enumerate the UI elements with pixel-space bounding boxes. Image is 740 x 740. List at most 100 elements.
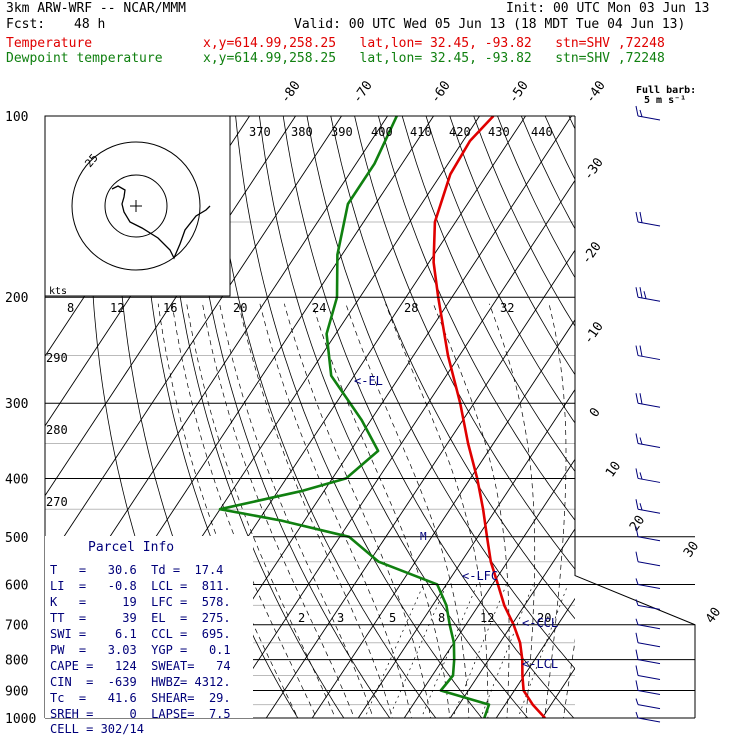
parcel-row: SWI = 6.1 CCL = 695.	[50, 627, 231, 641]
wind-barb	[635, 649, 661, 665]
mixing-ratio-label: 3	[337, 611, 344, 625]
wind-barb	[635, 499, 661, 514]
dry-adiabat	[603, 89, 740, 731]
moist-adiabat	[385, 303, 489, 718]
isotherm	[357, 388, 575, 718]
wind-barb-staff	[637, 642, 661, 648]
dry-adiabat	[377, 116, 575, 521]
dry-adiabat	[425, 116, 575, 424]
wind-barb-staff	[637, 296, 661, 302]
hodograph-ring	[104, 174, 168, 238]
isotherm-label: -30	[581, 155, 607, 183]
theta-label: 370	[249, 125, 271, 139]
dewpoint-station-info: x,y=614.99,258.25 lat,lon= 32.45, -93.82…	[203, 51, 665, 66]
wind-barb-staff	[637, 443, 661, 449]
pressure-tick-label: 800	[5, 654, 28, 669]
mixing-ratio-label: 28	[404, 301, 418, 315]
isotherm	[672, 88, 740, 730]
dry-adiabat	[306, 116, 575, 670]
moist-adiabat	[488, 303, 536, 718]
theta-label: 410	[410, 125, 432, 139]
parcel-row: K = 19 LFC = 578.	[50, 595, 231, 609]
parcel-row: CAPE = 124 SWEAT= 74	[50, 659, 231, 673]
wind-barb	[635, 393, 661, 408]
level-annotation: <-LCL	[522, 657, 558, 671]
hodograph-ring	[71, 141, 201, 271]
wind-barb-staff	[637, 604, 661, 610]
wind-barb-staff	[637, 115, 661, 121]
barb-key-title: Full barb:	[636, 85, 697, 96]
hodograph-units-label: kts	[49, 286, 67, 297]
dry-adiabat	[187, 116, 391, 718]
dry-adiabat	[330, 116, 575, 620]
mixing-ratio-label: 16	[163, 301, 177, 315]
parcel-row: LI = -0.8 LCL = 811.	[50, 579, 231, 593]
wind-barb	[635, 578, 661, 589]
moist-adiabat	[563, 638, 575, 718]
forecast-hour: 48 h	[74, 17, 106, 32]
isotherm	[311, 319, 575, 718]
temperature-legend: Temperature	[6, 36, 93, 51]
dewpoint-legend: Dewpoint temperature	[6, 51, 163, 66]
isotherm	[403, 458, 575, 718]
wind-barb-flag	[639, 472, 643, 480]
wind-barb-flag	[639, 109, 643, 117]
mixing-ratio-line	[452, 584, 507, 718]
isotherm	[626, 88, 740, 730]
wind-barb-flag	[635, 551, 639, 562]
moist-adiabat	[432, 303, 510, 718]
parcel-row: PW = 3.03 YGP = 0.1	[50, 643, 231, 657]
wind-barb	[635, 105, 661, 121]
moist-adiabat	[312, 303, 451, 718]
sounding-series	[218, 116, 546, 718]
wind-barb-flag	[635, 649, 639, 660]
isotherm	[45, 116, 297, 497]
isotherm-label: -60	[428, 78, 454, 106]
mixing-ratio-label: 32	[500, 301, 514, 315]
wind-barb-flag	[635, 618, 639, 625]
isotherm-label: 20	[627, 513, 648, 534]
wind-barb-staff	[637, 717, 661, 723]
wind-barb	[635, 599, 661, 610]
isotherm-label: 10	[603, 459, 624, 480]
dry-adiabat	[718, 89, 740, 731]
wind-barb-staff	[637, 561, 661, 567]
pressure-tick-label: 1000	[5, 712, 36, 727]
wind-barb-staff	[637, 221, 661, 227]
dry-adiabat	[568, 116, 575, 130]
wind-barb-flag	[639, 211, 643, 223]
moist-adiabat	[283, 303, 431, 718]
wind-barbs	[635, 105, 661, 723]
wind-barb-flag	[643, 291, 647, 299]
isotherm-label: -40	[583, 78, 609, 106]
wind-barb-flag	[635, 680, 639, 691]
wind-barb-flag	[635, 599, 639, 606]
mixing-ratio-line	[517, 584, 569, 718]
level-annotation: <-LFC	[462, 569, 498, 583]
wind-barb-staff	[637, 675, 661, 681]
hodograph-trace	[111, 185, 211, 260]
wind-barb	[635, 698, 661, 710]
isotherm	[580, 88, 740, 730]
wind-barb-flag	[635, 526, 639, 537]
model-title: 3km ARW-WRF -- NCAR/MMM	[6, 1, 187, 16]
wind-barb-staff	[637, 355, 661, 361]
wind-barb-flag	[635, 287, 639, 298]
mixing-ratio-label: 2	[298, 611, 305, 625]
dry-adiabat	[580, 89, 740, 731]
plot-frame	[44, 115, 696, 719]
isotherm-label: -80	[278, 78, 304, 106]
pressure-tick-label: 600	[5, 578, 28, 593]
isotherm-label: 30	[681, 539, 702, 560]
wind-barb-flag	[639, 345, 643, 357]
wind-barb-staff	[637, 624, 661, 630]
wind-barb	[635, 287, 661, 302]
wind-barb	[635, 433, 661, 449]
wind-barb	[635, 632, 661, 648]
wind-barb-flag	[635, 393, 639, 404]
theta-label: 420	[449, 125, 471, 139]
isotherm-label: -70	[350, 78, 376, 106]
